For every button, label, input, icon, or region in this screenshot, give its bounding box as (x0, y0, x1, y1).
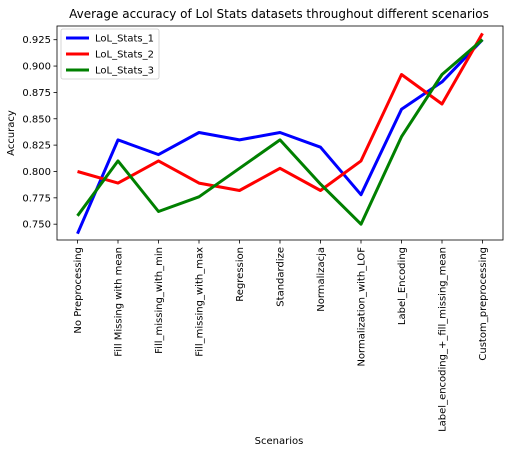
x-axis: No Preprocessing Fill Missing with mean Fi… (73, 240, 489, 432)
y-tick-label: 0.850 (22, 114, 51, 125)
x-tick-label: Fill Missing with mean (114, 247, 125, 357)
y-axis-title: Accuracy (6, 110, 17, 156)
x-axis-title: Scenarios (255, 436, 304, 447)
y-tick-label: 0.875 (22, 88, 51, 99)
x-tick-label: Fill_missing_with_max (195, 247, 206, 357)
chart-title: Average accuracy of Lol Stats datasets t… (69, 7, 489, 21)
legend: LoL_Stats_1 LoL_Stats_2 LoL_Stats_3 (61, 29, 159, 79)
y-tick-label: 0.925 (22, 35, 51, 46)
x-tick-label: Standardize (276, 247, 287, 307)
x-tick-label: Regression (235, 247, 246, 302)
x-tick-label: Custom_preprocessing (478, 247, 489, 361)
legend-label: LoL_Stats_3 (95, 66, 154, 77)
x-tick-label: Fill_missing_with_min (154, 247, 165, 354)
y-tick-label: 0.775 (22, 193, 51, 204)
y-tick-label: 0.750 (22, 220, 51, 231)
x-tick-label: Label_Encoding (397, 247, 408, 325)
y-tick-label: 0.800 (22, 167, 51, 178)
x-tick-label: Normalizacja (316, 247, 327, 312)
x-tick-label: Label_encoding_+_fill_missing_mean (438, 247, 449, 432)
y-tick-label: 0.900 (22, 62, 51, 73)
legend-label: LoL_Stats_1 (95, 34, 154, 45)
plot-area: 0.750 0.775 0.800 0.825 0.850 0.875 0.900 0.925… (22, 26, 503, 432)
legend-label: LoL_Stats_2 (95, 50, 154, 61)
x-tick-label: Normalization_with_LOF (357, 247, 368, 367)
y-axis: 0.750 0.775 0.800 0.825 0.850 0.875 0.900 0.925 (22, 35, 57, 230)
x-tick-label: No Preprocessing (73, 247, 84, 334)
y-tick-label: 0.825 (22, 141, 51, 152)
